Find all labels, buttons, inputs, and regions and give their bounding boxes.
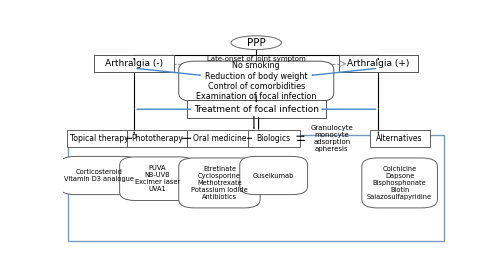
FancyBboxPatch shape	[248, 130, 300, 147]
Text: Phototherapy: Phototherapy	[132, 134, 184, 143]
Text: Guselkumab: Guselkumab	[253, 172, 294, 179]
Text: Biologics: Biologics	[256, 134, 291, 143]
Text: Arthralgia (-): Arthralgia (-)	[105, 59, 163, 68]
Text: Granulocyte
monocyte
adsorption
apheresis: Granulocyte monocyte adsorption apheresi…	[310, 125, 353, 152]
FancyBboxPatch shape	[94, 55, 174, 72]
FancyBboxPatch shape	[60, 156, 139, 195]
FancyBboxPatch shape	[128, 130, 188, 147]
FancyBboxPatch shape	[362, 158, 438, 208]
Text: Oral medicine: Oral medicine	[192, 134, 246, 143]
FancyBboxPatch shape	[68, 135, 444, 242]
FancyBboxPatch shape	[186, 130, 252, 147]
FancyBboxPatch shape	[370, 130, 430, 147]
Text: Colchicine
Dapsone
Bisphosphonate
Biotin
Salazosulfapyridine: Colchicine Dapsone Bisphosphonate Biotin…	[367, 166, 432, 200]
Text: Alternatives: Alternatives	[376, 134, 423, 143]
FancyBboxPatch shape	[186, 100, 326, 118]
Ellipse shape	[231, 36, 281, 50]
FancyBboxPatch shape	[179, 158, 260, 208]
FancyBboxPatch shape	[179, 61, 334, 102]
FancyBboxPatch shape	[120, 157, 195, 200]
Text: Etretinate
Cyclosporine
Methotrexate
Potassium Iodide
Antibiotics: Etretinate Cyclosporine Methotrexate Pot…	[191, 166, 248, 200]
Text: Treatment of focal infection: Treatment of focal infection	[194, 105, 319, 114]
FancyBboxPatch shape	[68, 130, 132, 147]
Text: Corticosteroid
Vitamin D3 analogue: Corticosteroid Vitamin D3 analogue	[64, 169, 134, 182]
Text: No smoking
Reduction of body weight
Control of comorbidities
Examination of foca: No smoking Reduction of body weight Cont…	[196, 61, 316, 102]
Text: Topical therapy: Topical therapy	[70, 134, 128, 143]
FancyBboxPatch shape	[240, 156, 308, 195]
Text: Late-onset of joint symptom: Late-onset of joint symptom	[207, 55, 306, 62]
Text: Arthralgia (+): Arthralgia (+)	[347, 59, 410, 68]
Text: PPP: PPP	[247, 38, 266, 48]
Text: PUVA
NB-UVB
Excimer laser
UVA1: PUVA NB-UVB Excimer laser UVA1	[135, 165, 180, 192]
FancyBboxPatch shape	[338, 55, 418, 72]
